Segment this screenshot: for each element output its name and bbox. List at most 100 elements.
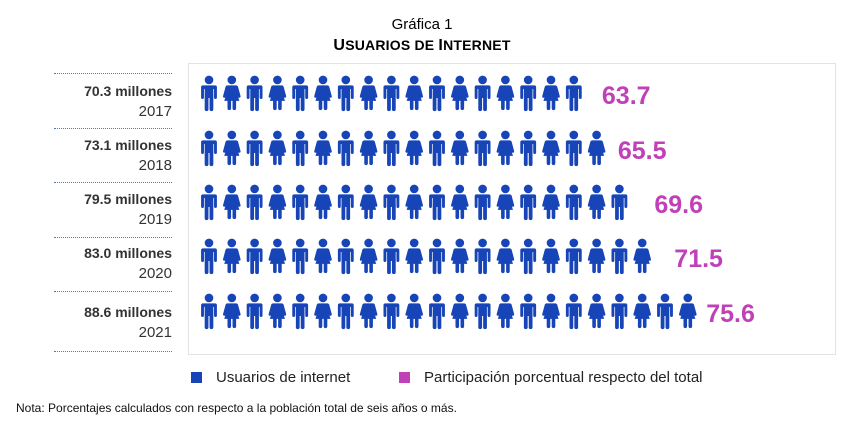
person-icon	[201, 75, 217, 112]
person-icon	[496, 293, 515, 329]
row-label-2021: 88.6 millones 2021	[54, 296, 172, 352]
person-icon	[611, 238, 628, 275]
person-icon	[337, 293, 354, 330]
row-divider	[54, 291, 172, 292]
person-icon	[292, 130, 309, 167]
person-icon	[565, 130, 582, 167]
person-icon	[429, 75, 445, 112]
pictogram-rows: 63.7 65.5 69.6 71.5 75.6	[201, 75, 755, 330]
percent-label: 69.6	[654, 191, 703, 219]
person-icon	[223, 184, 241, 220]
year-label: 2021	[138, 324, 172, 341]
person-icon	[314, 184, 332, 220]
person-icon	[474, 130, 491, 167]
year-label: 2020	[138, 265, 172, 282]
person-icon	[429, 238, 445, 275]
amount-label: 70.3 millones	[84, 83, 172, 99]
person-icon	[405, 75, 423, 111]
person-icon	[657, 238, 670, 275]
person-icon	[201, 184, 217, 221]
row-divider	[54, 128, 172, 129]
person-icon	[429, 184, 445, 221]
person-icon	[451, 238, 469, 274]
row-labels: 70.3 millones 2017 73.1 millones 2018 79…	[54, 73, 172, 353]
person-icon	[565, 238, 582, 275]
person-icon	[337, 184, 354, 221]
person-icon	[474, 238, 491, 275]
person-icon	[633, 184, 649, 220]
person-icon	[268, 238, 287, 274]
row-divider	[54, 351, 172, 352]
person-icon	[223, 293, 241, 329]
person-icon	[405, 184, 423, 220]
subtitle-initial-1: U	[333, 37, 346, 54]
subtitle-initial-2: I	[438, 37, 444, 54]
person-icon	[405, 130, 423, 166]
amount-label: 73.1 millones	[84, 137, 172, 153]
person-icon	[405, 293, 423, 329]
legend-item-percent: Participación porcentual respecto del to…	[399, 369, 703, 386]
person-icon	[496, 184, 515, 220]
person-icon	[223, 238, 241, 274]
person-icon	[542, 130, 560, 166]
person-icon	[542, 238, 560, 274]
person-icon	[359, 293, 378, 329]
chart-title: Gráfica 1	[391, 16, 453, 33]
person-icon	[474, 184, 491, 221]
person-icon	[451, 184, 469, 220]
person-icon	[337, 75, 354, 112]
percent-label: 65.5	[618, 137, 667, 165]
person-icon	[565, 293, 582, 330]
person-icon	[292, 293, 309, 330]
amount-label: 79.5 millones	[84, 191, 172, 207]
person-icon	[496, 130, 515, 166]
legend-label-users: Usuarios de internet	[216, 369, 351, 386]
person-icon	[451, 293, 469, 329]
chart-subtitle: USUARIOS DE INTERNET	[0, 36, 844, 55]
person-icon	[268, 293, 287, 329]
legend-label-percent: Participación porcentual respecto del to…	[424, 369, 703, 386]
amount-label: 83.0 millones	[84, 245, 172, 261]
person-icon	[383, 75, 400, 112]
person-icon	[337, 130, 354, 167]
person-icon	[314, 75, 332, 111]
person-icon	[337, 238, 354, 275]
person-icon	[314, 238, 332, 274]
person-icon	[542, 184, 560, 220]
person-icon	[383, 293, 400, 330]
legend-item-users: Usuarios de internet	[191, 369, 350, 386]
person-icon	[314, 293, 332, 329]
person-icon	[246, 184, 263, 221]
person-icon	[633, 293, 651, 329]
person-icon	[429, 130, 445, 167]
person-icon	[223, 130, 241, 166]
legend-swatch-users	[191, 372, 202, 383]
person-icon	[520, 184, 537, 221]
row-label-2019: 79.5 millones 2019	[54, 183, 172, 239]
person-icon	[587, 130, 606, 166]
person-icon	[611, 293, 628, 330]
person-icon	[520, 293, 537, 330]
subtitle-rest-1: SUARIOS DE	[345, 37, 439, 53]
percent-label: 75.6	[706, 300, 755, 328]
person-icon	[223, 75, 241, 111]
person-icon	[359, 130, 378, 166]
person-icon	[587, 184, 606, 220]
person-icon	[520, 130, 537, 167]
person-icon	[246, 130, 263, 167]
plot-area	[188, 63, 836, 355]
row-divider	[54, 237, 172, 238]
person-icon	[268, 75, 287, 111]
person-icon	[474, 293, 491, 330]
person-icon	[359, 238, 378, 274]
row-divider	[54, 73, 172, 74]
year-label: 2017	[138, 103, 172, 120]
person-icon	[292, 184, 309, 221]
person-icon	[359, 184, 378, 220]
person-icon	[268, 130, 287, 166]
person-icon	[496, 75, 515, 111]
person-icon	[587, 238, 606, 274]
person-icon	[405, 238, 423, 274]
row-label-2017: 70.3 millones 2017	[54, 75, 172, 131]
person-icon	[246, 293, 263, 330]
